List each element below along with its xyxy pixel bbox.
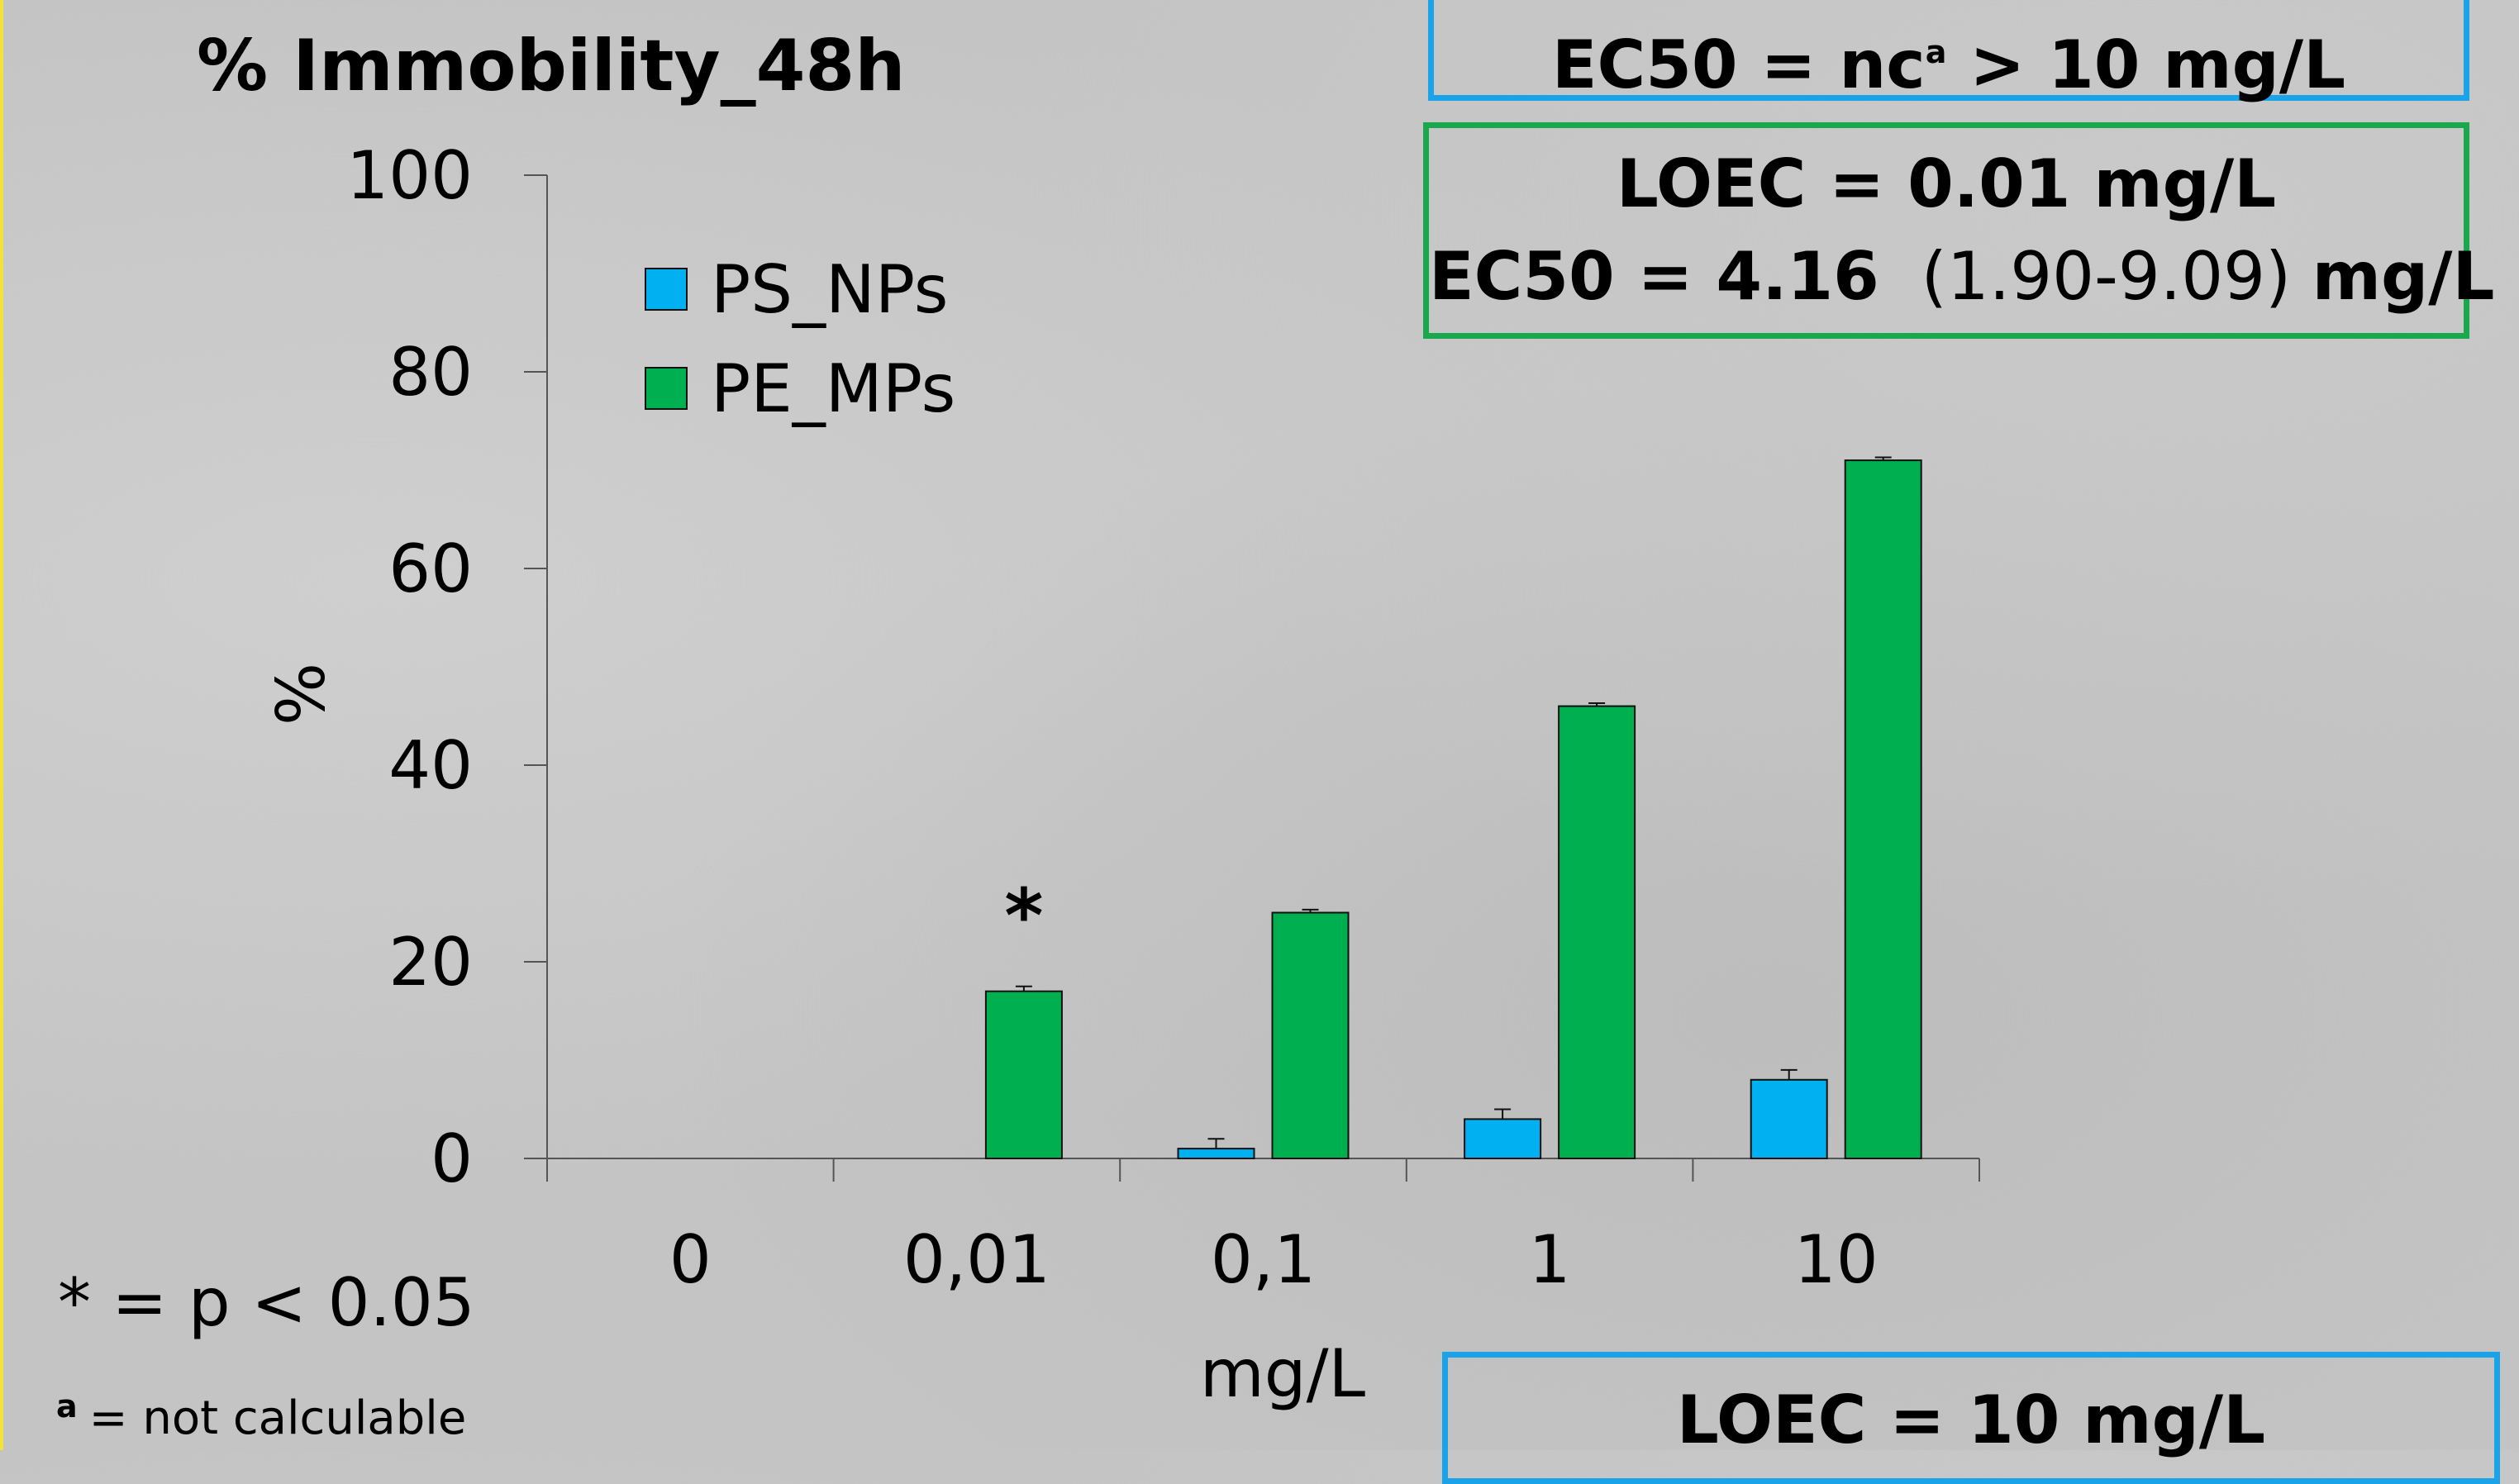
bar-pe-mps [984, 990, 1063, 1159]
legend-item-pe-mps: PE_MPs [645, 339, 955, 438]
ps-ec50-rest: > 10 mg/L [1946, 26, 2346, 103]
pe-stats-box: LOEC = 0.01 mg/L EC50 = 4.16 (1.90-9.09)… [1423, 122, 2494, 339]
significance-footnote: * = p < 0.05 [58, 1264, 475, 1341]
significance-marker: * [1004, 873, 1043, 960]
bar-ps-nps [1750, 1078, 1828, 1160]
pe-loec-text: LOEC = 0.01 mg/L [1616, 145, 2277, 222]
x-tick-label: 0,01 [903, 1221, 1050, 1298]
bar-pe-mps [1844, 459, 1922, 1159]
ps-ec50-box: EC50 = nca > 10 mg/L [1428, 0, 2469, 103]
ps-ec50-sup: a [1925, 34, 1947, 70]
chart-title: % Immobility_48h [197, 25, 906, 107]
x-tick-label: 0 [669, 1221, 712, 1298]
x-tick-label: 1 [1529, 1221, 1571, 1298]
nc-footnote-sup: a [56, 1388, 78, 1425]
bar-ps-nps [1464, 1118, 1542, 1160]
x-tick-label: 0,1 [1211, 1221, 1316, 1298]
pe-ec50-unit: mg/L [2312, 238, 2495, 315]
y-tick-label: 100 [346, 137, 473, 214]
pe-ec50-text: EC50 = 4.16 (1.90-9.09) mg/L [1429, 231, 2494, 323]
y-tick-label: 60 [388, 530, 473, 607]
nc-footnote: a = not calculable [56, 1388, 466, 1445]
bar-pe-mps [1271, 911, 1350, 1159]
ps-loec-text: LOEC = 10 mg/L [1676, 1382, 2266, 1458]
slide-edge [0, 0, 3, 1450]
chart-legend: PS_NPs PE_MPs [645, 240, 955, 438]
bar-pe-mps [1558, 705, 1636, 1159]
bar-ps-nps [1177, 1148, 1255, 1159]
x-tick-label: 10 [1794, 1221, 1879, 1298]
legend-item-ps-nps: PS_NPs [645, 240, 955, 339]
y-tick-label: 0 [431, 1120, 473, 1197]
y-tick-label: 40 [388, 727, 473, 804]
y-tick-label: 20 [388, 924, 473, 1001]
legend-label-pe-mps: PE_MPs [711, 350, 956, 427]
ps-loec-box: LOEC = 10 mg/L [1442, 1352, 2500, 1484]
ps-ec50-label: EC50 = nc [1551, 26, 1926, 103]
legend-swatch-ps-nps [645, 268, 688, 311]
ps-ec50-text: EC50 = nca > 10 mg/L [1434, 6, 2464, 112]
pe-ec50-label: EC50 = 4.16 [1429, 238, 1879, 315]
pe-ec50-ci: (1.90-9.09) [1921, 238, 2292, 315]
bar-chart: 0 20 40 60 80 100 0 0,01 0,1 1 10 mg/L% * [263, 137, 1980, 1412]
legend-swatch-pe-mps [645, 367, 688, 410]
y-tick-label: 80 [388, 334, 473, 411]
x-axis-title: mg/L [1200, 1335, 1366, 1412]
y-axis-title: % [263, 663, 340, 725]
nc-footnote-text: = not calculable [88, 1391, 467, 1445]
legend-label-ps-nps: PS_NPs [711, 250, 949, 328]
